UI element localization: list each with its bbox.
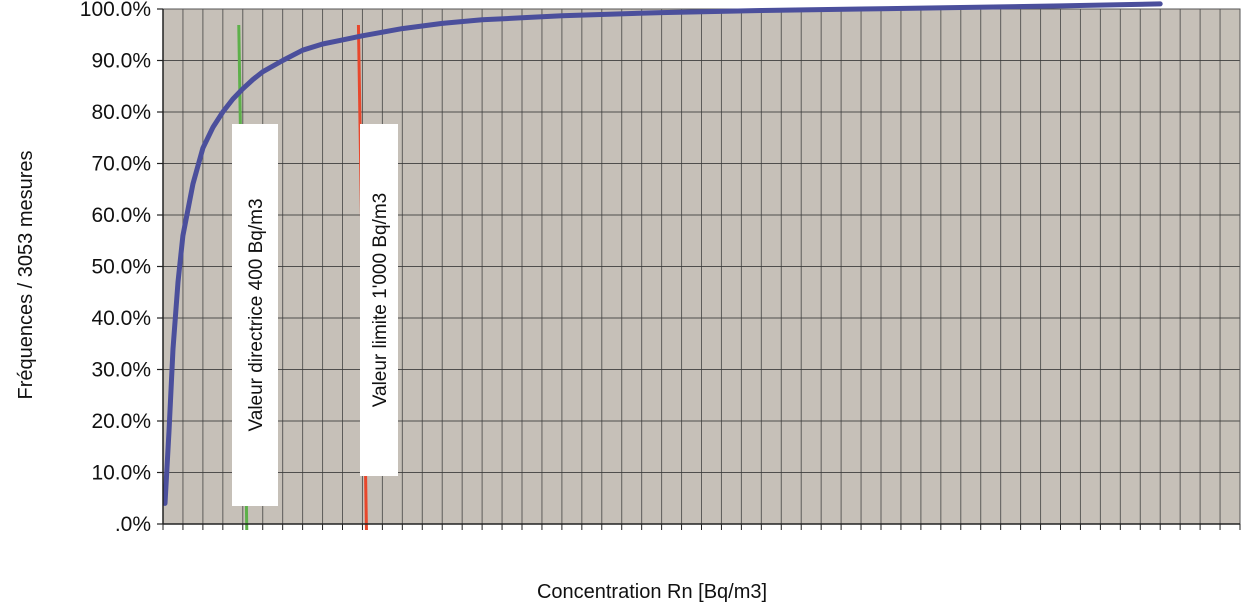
series-line <box>162 1 1163 506</box>
y-tick-label: 90.0% <box>91 50 151 73</box>
y-tick-label: 60.0% <box>91 204 151 227</box>
y-axis-title: Fréquences / 3053 mesures <box>15 150 37 399</box>
y-tick-label: 30.0% <box>91 359 151 382</box>
y-tick-label: 10.0% <box>91 462 151 485</box>
limit-annotation-label: Valeur limite 1'000 Bq/m3 <box>370 193 391 408</box>
axes: .0% 10.0% 20.0% 30.0% 40.0% 50.0% 60.0% 70.0% 80… <box>80 0 1241 536</box>
y-tick-label: 40.0% <box>91 307 151 330</box>
y-tick-label: .0% <box>115 513 151 536</box>
limit-annotation: Valeur limite 1'000 Bq/m3 <box>360 124 398 476</box>
y-tick-label: 70.0% <box>91 153 151 176</box>
y-tick-label: 100.0% <box>80 0 151 21</box>
limit-annotation-box <box>360 124 398 476</box>
directive-annotation-label: Valeur directrice 400 Bq/m3 <box>246 198 267 431</box>
annotations: Valeur directrice 400 Bq/m3 Valeur limite… <box>232 124 398 506</box>
series-layer <box>162 1 1163 506</box>
y-tick-label: 80.0% <box>91 101 151 124</box>
x-axis-title: Concentration Rn [Bq/m3] <box>537 581 767 603</box>
y-tick-label: 50.0% <box>91 256 151 279</box>
directive-annotation-box <box>232 124 278 506</box>
y-tick-label: 20.0% <box>91 410 151 433</box>
directive-annotation: Valeur directrice 400 Bq/m3 <box>232 124 278 506</box>
